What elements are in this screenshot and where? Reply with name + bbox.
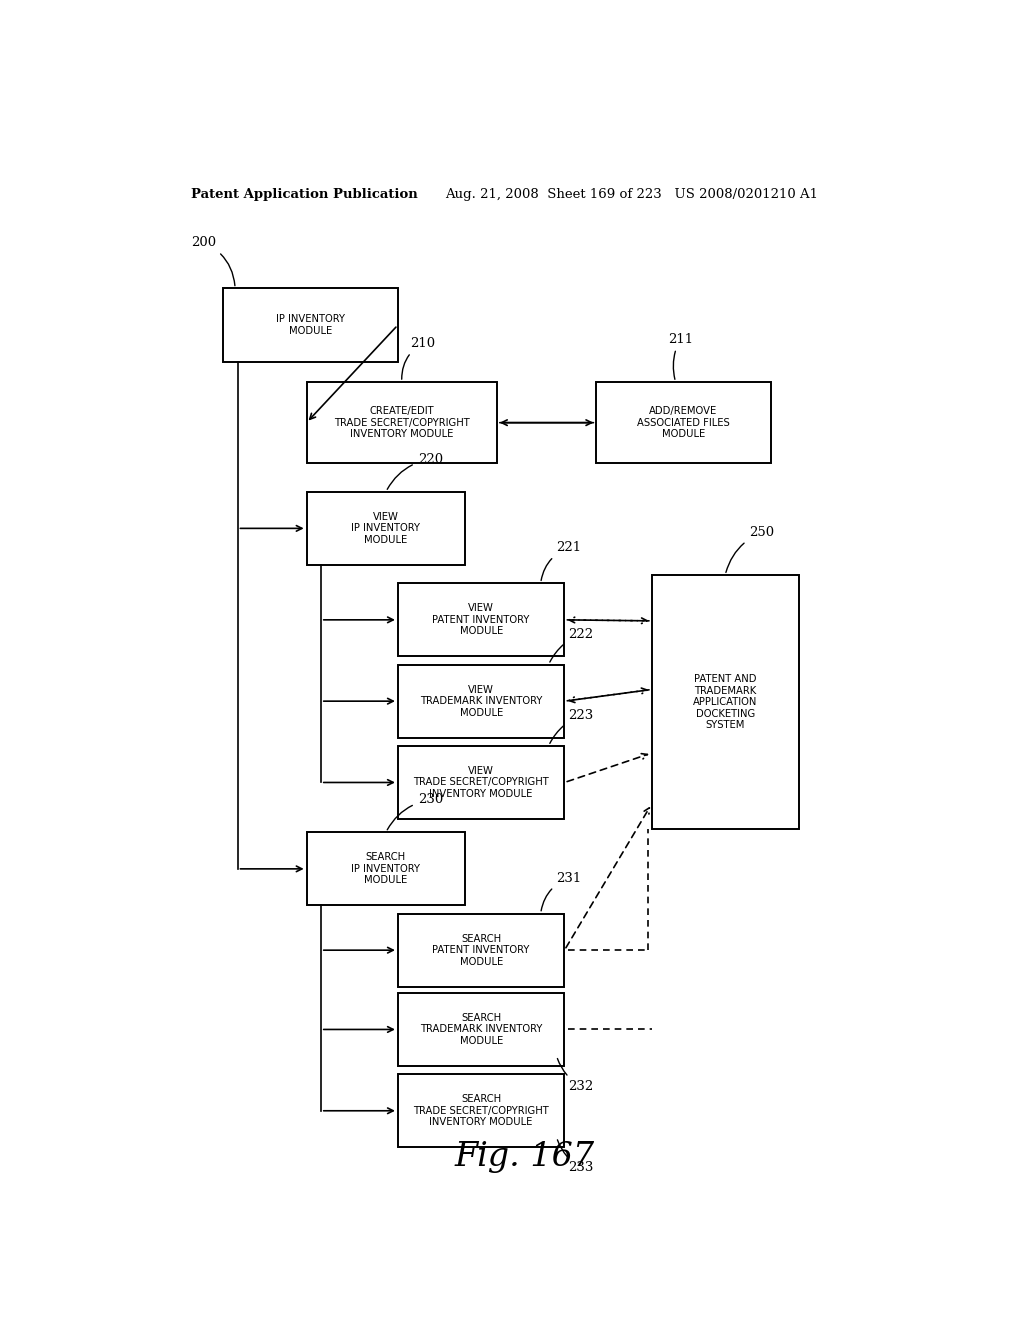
Bar: [223, 289, 397, 362]
Text: 233: 233: [557, 1140, 594, 1175]
Text: 250: 250: [726, 525, 774, 573]
Bar: [652, 576, 799, 829]
Bar: [306, 833, 465, 906]
Text: 211: 211: [668, 333, 693, 379]
Text: ADD/REMOVE
ASSOCIATED FILES
MODULE: ADD/REMOVE ASSOCIATED FILES MODULE: [637, 407, 730, 440]
Text: VIEW
TRADE SECRET/COPYRIGHT
INVENTORY MODULE: VIEW TRADE SECRET/COPYRIGHT INVENTORY MO…: [414, 766, 549, 799]
Text: SEARCH
TRADE SECRET/COPYRIGHT
INVENTORY MODULE: SEARCH TRADE SECRET/COPYRIGHT INVENTORY …: [414, 1094, 549, 1127]
Text: Patent Application Publication: Patent Application Publication: [191, 189, 418, 202]
Bar: [397, 993, 564, 1067]
Bar: [397, 583, 564, 656]
Text: 200: 200: [191, 236, 234, 285]
Text: VIEW
TRADEMARK INVENTORY
MODULE: VIEW TRADEMARK INVENTORY MODULE: [420, 685, 543, 718]
Text: CREATE/EDIT
TRADE SECRET/COPYRIGHT
INVENTORY MODULE: CREATE/EDIT TRADE SECRET/COPYRIGHT INVEN…: [334, 407, 470, 440]
Text: SEARCH
TRADEMARK INVENTORY
MODULE: SEARCH TRADEMARK INVENTORY MODULE: [420, 1012, 543, 1045]
Bar: [397, 664, 564, 738]
Bar: [397, 746, 564, 818]
Text: 231: 231: [541, 871, 582, 911]
Text: PATENT AND
TRADEMARK
APPLICATION
DOCKETING
SYSTEM: PATENT AND TRADEMARK APPLICATION DOCKETI…: [693, 675, 758, 730]
Bar: [397, 1074, 564, 1147]
Text: VIEW
IP INVENTORY
MODULE: VIEW IP INVENTORY MODULE: [351, 512, 421, 545]
Text: VIEW
PATENT INVENTORY
MODULE: VIEW PATENT INVENTORY MODULE: [432, 603, 529, 636]
Text: SEARCH
PATENT INVENTORY
MODULE: SEARCH PATENT INVENTORY MODULE: [432, 933, 529, 966]
Text: Fig. 167: Fig. 167: [455, 1140, 595, 1172]
Text: 232: 232: [557, 1059, 594, 1093]
Bar: [397, 913, 564, 987]
Text: SEARCH
IP INVENTORY
MODULE: SEARCH IP INVENTORY MODULE: [351, 853, 421, 886]
Bar: [306, 492, 465, 565]
Text: 221: 221: [541, 541, 582, 581]
Text: 230: 230: [387, 793, 443, 830]
Text: Aug. 21, 2008  Sheet 169 of 223   US 2008/0201210 A1: Aug. 21, 2008 Sheet 169 of 223 US 2008/0…: [445, 189, 818, 202]
Bar: [306, 381, 497, 463]
Text: 220: 220: [387, 453, 442, 490]
Text: 210: 210: [401, 337, 435, 379]
Bar: [596, 381, 771, 463]
Text: 222: 222: [550, 627, 594, 663]
Text: IP INVENTORY
MODULE: IP INVENTORY MODULE: [276, 314, 345, 335]
Text: 223: 223: [550, 709, 594, 743]
